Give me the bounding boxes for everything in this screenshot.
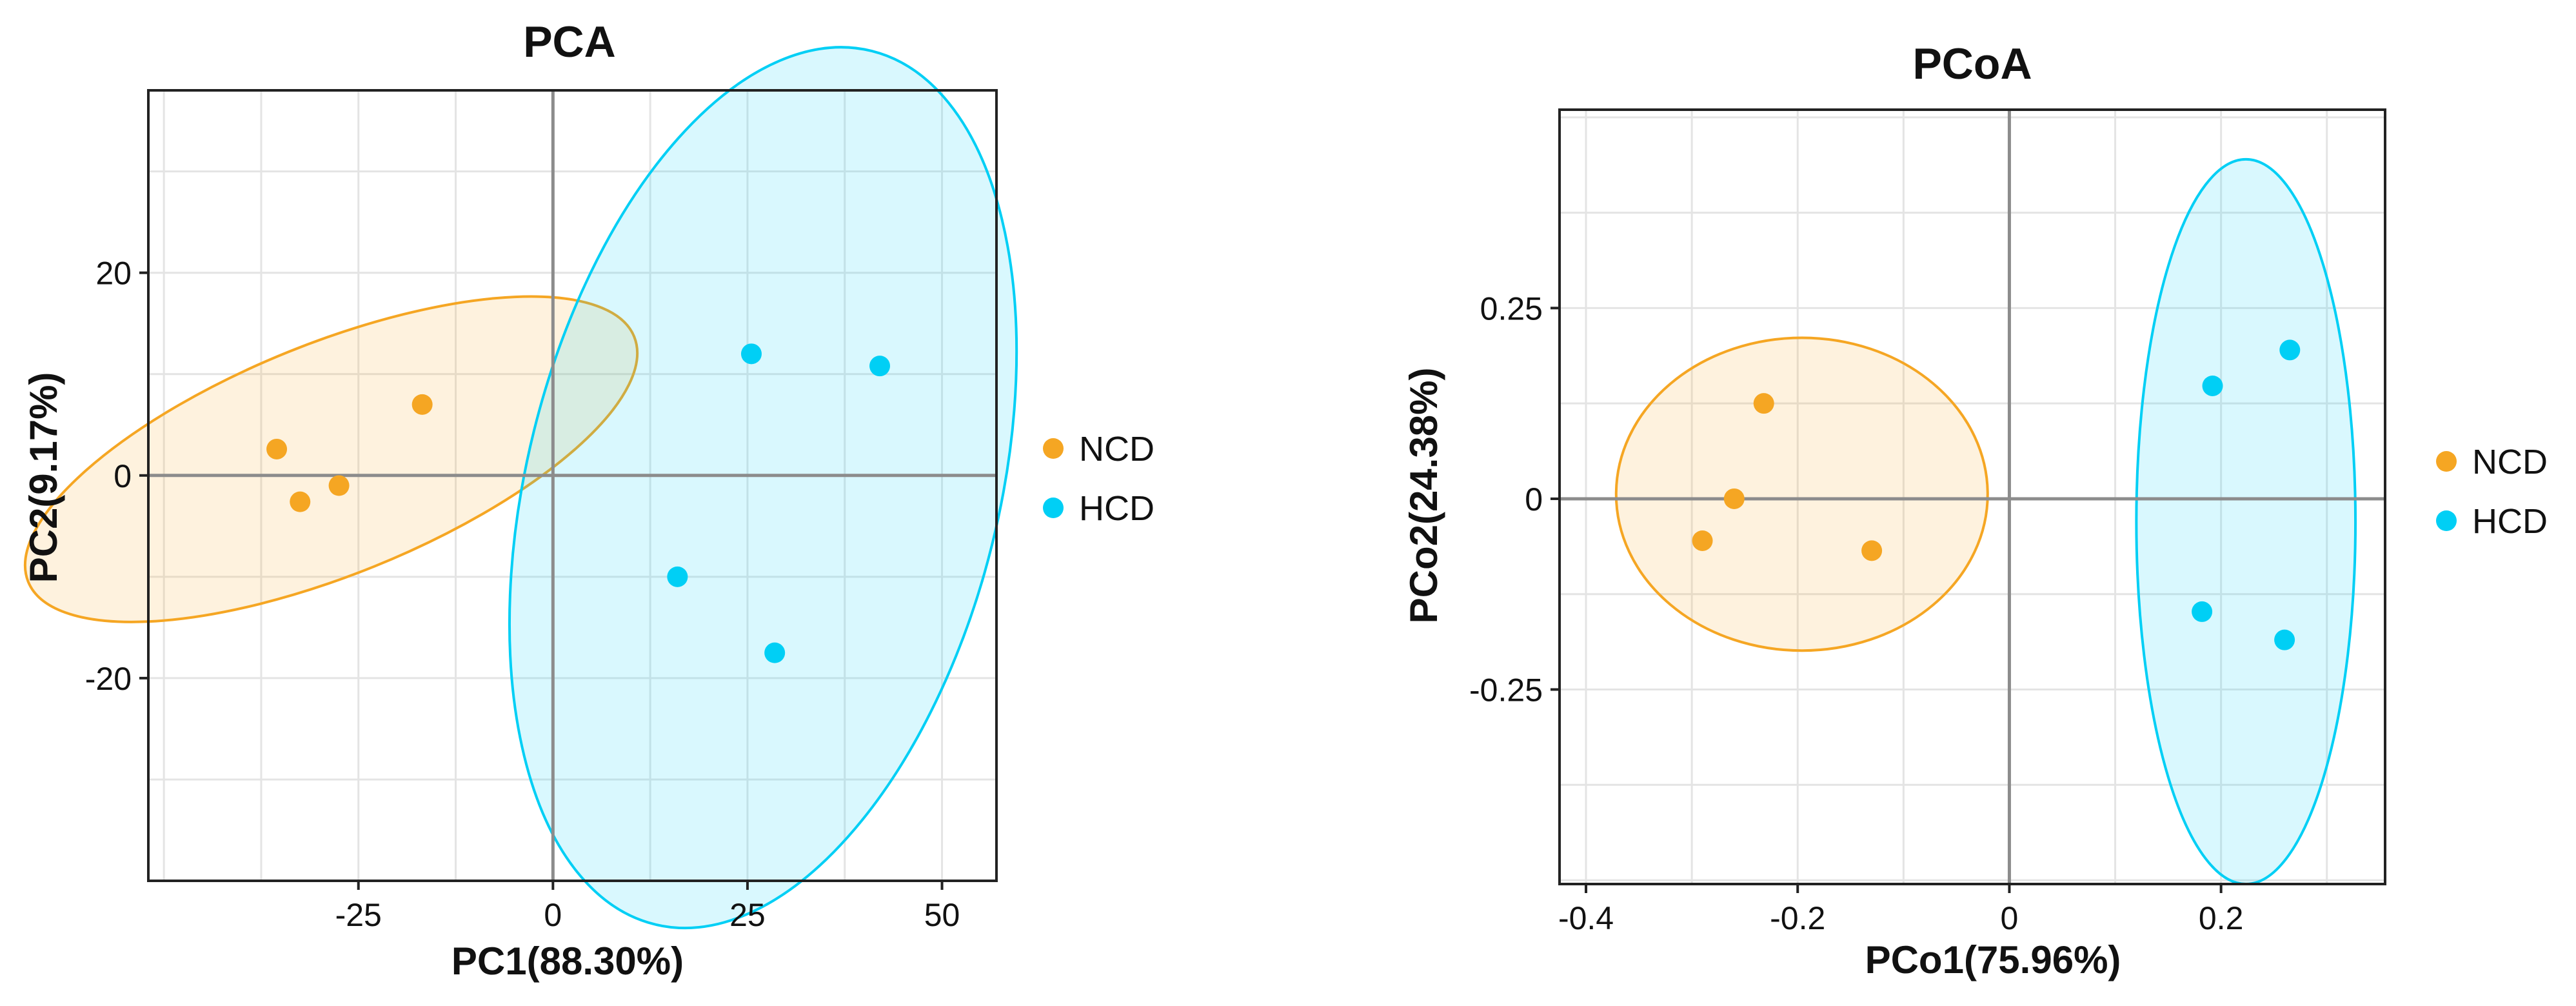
pcoa-panel: -0.4 -0.2 0 0.2 -0.25 0 0.25 PCoA PCo1(75.96%)… — [1402, 39, 2548, 981]
pca-point-hcd — [667, 566, 688, 587]
pca-ticks: -25 0 25 50 -20 0 20 — [85, 256, 960, 933]
pcoa-plot-frame — [1558, 108, 2386, 885]
pca-point-hcd — [869, 356, 891, 377]
pca-point-hcd — [740, 343, 762, 365]
pca-x-tick-label: 0 — [544, 897, 562, 933]
pcoa-x-tick-label: -0.2 — [1770, 900, 1825, 936]
pcoa-legend: NCD HCD — [2436, 443, 2548, 541]
pcoa-points — [1692, 339, 2301, 650]
pca-point-ncd — [411, 394, 433, 415]
pcoa-grid — [1560, 110, 2385, 884]
pcoa-x-tick-label: 0.2 — [2199, 900, 2244, 936]
pcoa-x-tick-label: 0 — [2001, 900, 2019, 936]
pca-y-tick-label: 0 — [114, 458, 132, 494]
pcoa-point-hcd — [2192, 601, 2213, 622]
pcoa-x-axis-label: PCo1(75.96%) — [1865, 938, 2121, 981]
pcoa-point-ncd — [1861, 540, 1883, 561]
pca-legend-label-hcd: HCD — [1079, 489, 1154, 528]
pca-legend-swatch-hcd — [1043, 498, 1064, 518]
pcoa-ellipses — [1614, 157, 2357, 885]
pca-points — [266, 343, 891, 663]
pca-x-tick-label: 25 — [729, 897, 766, 933]
pcoa-point-hcd — [2202, 375, 2223, 396]
pcoa-ellipse-hcd — [2135, 157, 2357, 885]
pca-y-tick-label: -20 — [85, 661, 132, 697]
pcoa-point-ncd — [1753, 393, 1774, 414]
pcoa-point-hcd — [2274, 629, 2295, 650]
pca-x-tick-label: -25 — [335, 897, 382, 933]
pca-plot-frame — [147, 89, 998, 882]
pcoa-legend-swatch-ncd — [2436, 451, 2457, 472]
pcoa-ticks: -0.4 -0.2 0 0.2 -0.25 0 0.25 — [1469, 290, 2243, 936]
pcoa-legend-label-hcd: HCD — [2472, 502, 2548, 541]
pcoa-y-tick-label: -0.25 — [1469, 672, 1543, 709]
pca-title: PCA — [523, 17, 616, 66]
pcoa-title: PCoA — [1912, 39, 2032, 88]
pca-y-tick-label: 20 — [95, 256, 132, 292]
pcoa-legend-label-ncd: NCD — [2472, 443, 2548, 481]
pca-point-ncd — [328, 475, 350, 496]
pca-point-ncd — [266, 438, 288, 459]
pcoa-point-hcd — [2279, 339, 2301, 361]
pca-point-ncd — [290, 491, 311, 512]
pcoa-y-tick-label: 0 — [1525, 481, 1543, 518]
pcoa-legend-swatch-hcd — [2436, 510, 2457, 531]
pca-panel: -25 0 25 50 -20 0 20 PCA PC1(88.30%) PC2(9.17%… — [22, 17, 1154, 983]
pca-legend-swatch-ncd — [1043, 438, 1064, 459]
pca-y-axis-label: PC2(9.17%) — [22, 372, 65, 583]
pca-legend: NCD HCD — [1043, 430, 1154, 528]
pca-ellipses — [23, 46, 1018, 930]
pca-zero-lines — [148, 90, 996, 881]
pcoa-ellipse-ncd — [1614, 336, 1989, 652]
pcoa-y-tick-label: 0.25 — [1480, 290, 1543, 327]
pcoa-point-ncd — [1723, 488, 1745, 509]
pca-legend-label-ncd: NCD — [1079, 430, 1154, 468]
pca-point-hcd — [764, 642, 786, 663]
pcoa-y-axis-label: PCo2(24.38%) — [1402, 368, 1445, 624]
pcoa-x-tick-label: -0.4 — [1558, 900, 1614, 936]
pca-x-tick-label: 50 — [924, 897, 960, 933]
pca-ellipse-hcd — [508, 46, 1018, 930]
pcoa-point-ncd — [1692, 530, 1713, 551]
pcoa-zero-lines — [1560, 110, 2385, 884]
pca-x-axis-label: PC1(88.30%) — [451, 940, 684, 983]
